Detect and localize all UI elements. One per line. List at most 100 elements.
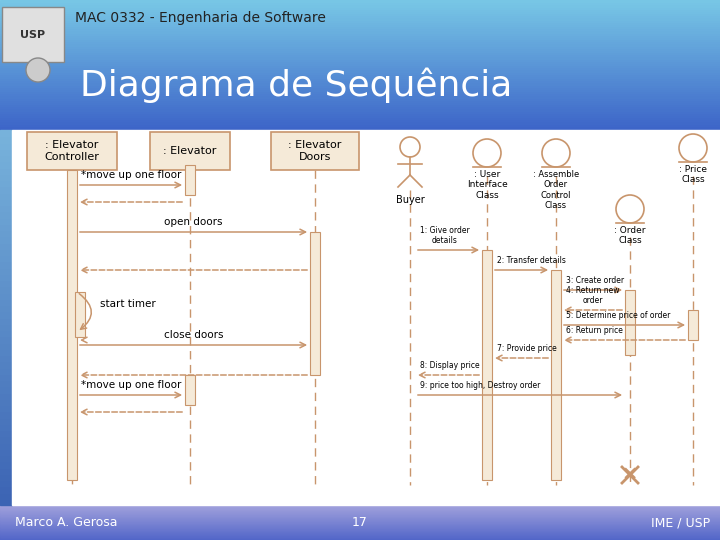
Bar	[0, 224, 12, 230]
Bar	[0, 230, 12, 237]
Bar	[0, 520, 720, 521]
Bar	[0, 41, 720, 43]
Bar	[0, 537, 720, 538]
Bar	[0, 0, 720, 2]
Bar	[0, 530, 720, 531]
Bar	[0, 15, 720, 17]
Text: *move up one floor: *move up one floor	[81, 380, 181, 390]
Bar	[0, 318, 12, 324]
Bar	[0, 510, 720, 511]
Text: 2: Transfer details: 2: Transfer details	[497, 256, 566, 265]
Bar	[0, 468, 12, 474]
Bar	[0, 442, 12, 449]
Bar	[0, 513, 720, 514]
Bar	[0, 98, 720, 100]
Bar	[0, 17, 720, 19]
Bar	[0, 136, 12, 143]
Bar	[0, 2, 720, 4]
Bar	[0, 39, 720, 41]
Bar	[0, 93, 720, 96]
Bar	[551, 270, 561, 480]
Bar	[0, 52, 720, 54]
Bar	[0, 19, 720, 22]
Bar	[0, 86, 720, 89]
Bar	[0, 299, 12, 305]
Text: Marco A. Gerosa: Marco A. Gerosa	[15, 516, 117, 529]
Bar	[0, 249, 12, 255]
Bar	[0, 24, 720, 26]
Bar	[0, 532, 720, 533]
Bar	[0, 521, 720, 522]
Bar	[0, 109, 720, 111]
Bar	[0, 63, 720, 65]
Bar	[0, 22, 720, 24]
Text: Buyer: Buyer	[395, 195, 424, 205]
Bar	[0, 305, 12, 311]
Bar	[0, 324, 12, 330]
Bar	[0, 100, 720, 102]
Bar	[0, 6, 720, 9]
Bar	[0, 536, 720, 537]
Text: *move up one floor: *move up one floor	[81, 170, 181, 180]
Bar	[0, 155, 12, 161]
Bar	[0, 492, 12, 499]
Bar	[0, 32, 720, 35]
Bar	[0, 523, 720, 524]
Bar	[0, 518, 720, 519]
Bar	[0, 89, 720, 91]
Bar	[0, 180, 12, 186]
Bar	[0, 517, 720, 518]
Bar	[0, 115, 720, 117]
Bar	[0, 28, 720, 30]
Bar	[0, 286, 12, 293]
Bar	[0, 526, 720, 527]
Bar	[0, 128, 720, 130]
Bar	[0, 449, 12, 455]
Bar	[0, 411, 12, 417]
Bar	[0, 380, 12, 386]
Bar	[0, 82, 720, 84]
Bar	[310, 232, 320, 375]
Bar	[0, 11, 720, 13]
Bar	[0, 78, 720, 80]
Bar	[0, 124, 720, 126]
Bar	[0, 361, 12, 368]
Bar	[12, 130, 720, 505]
Text: : Elevator
Controller: : Elevator Controller	[45, 140, 99, 162]
Bar	[0, 26, 720, 28]
Text: 1: Give order
details: 1: Give order details	[420, 226, 469, 245]
Bar	[0, 430, 12, 436]
Bar	[0, 50, 720, 52]
Circle shape	[616, 195, 644, 223]
Bar	[0, 255, 12, 261]
Text: : User
Interface
Class: : User Interface Class	[467, 170, 508, 200]
Bar	[0, 486, 12, 492]
Bar	[0, 368, 12, 374]
Bar	[0, 13, 720, 15]
Text: MAC 0332 - Engenharia de Software: MAC 0332 - Engenharia de Software	[75, 11, 326, 25]
Text: : Order
Class: : Order Class	[614, 226, 646, 245]
Bar	[271, 132, 359, 170]
Bar	[0, 60, 720, 63]
Bar	[0, 528, 720, 529]
Bar	[0, 336, 12, 342]
Bar	[688, 310, 698, 340]
Text: 6: Return price: 6: Return price	[566, 326, 623, 335]
Bar	[0, 417, 12, 424]
Bar	[625, 290, 635, 355]
Bar	[0, 514, 720, 515]
Bar	[482, 250, 492, 480]
Bar	[0, 30, 720, 32]
Bar	[0, 522, 720, 523]
Bar	[0, 499, 12, 505]
Bar	[0, 126, 720, 128]
Bar	[0, 174, 12, 180]
Text: 9: price too high, Destroy order: 9: price too high, Destroy order	[420, 381, 541, 390]
Text: close doors: close doors	[163, 330, 223, 340]
Bar	[0, 73, 720, 76]
Bar	[0, 104, 720, 106]
Bar	[0, 455, 12, 461]
Bar	[0, 84, 720, 86]
Bar	[2, 7, 64, 62]
Bar	[0, 509, 720, 510]
